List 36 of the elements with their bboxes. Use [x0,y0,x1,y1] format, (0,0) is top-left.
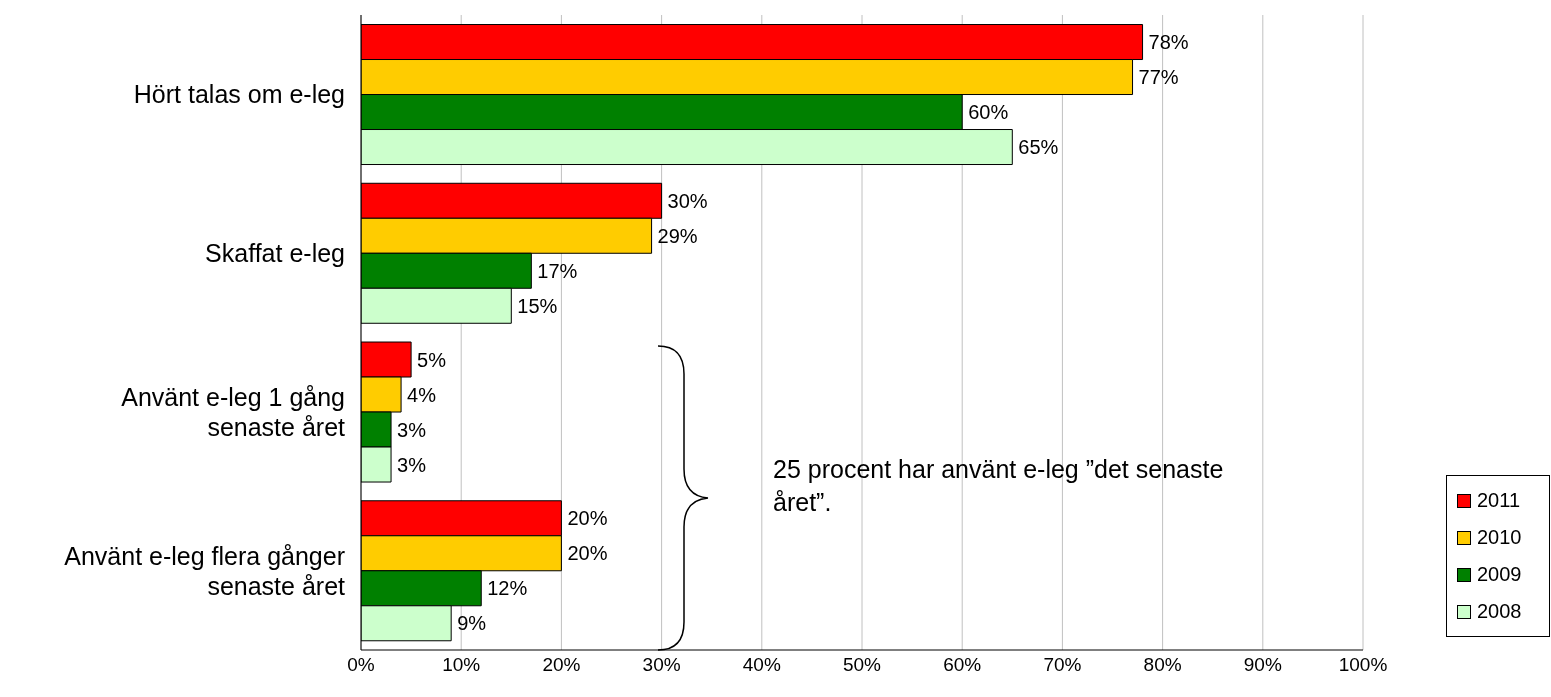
x-tick-label: 50% [842,654,882,676]
data-label: 78% [1148,31,1189,54]
legend-label: 2011 [1477,489,1521,512]
data-label: 65% [1018,136,1059,159]
x-tick-label: 60% [943,654,982,676]
data-label: 29% [657,224,698,247]
data-label: 3% [397,418,427,441]
x-tick-label: 10% [442,654,481,676]
x-tick-label: 70% [1043,654,1082,676]
data-label: 3% [397,453,427,476]
x-tick-label: 20% [542,654,581,676]
legend-label: 2008 [1477,600,1522,623]
data-label: 77% [1138,66,1179,89]
x-tick-label: 90% [1243,654,1282,676]
data-label: 15% [517,294,558,317]
legend-label: 2009 [1477,563,1522,586]
data-label: 9% [457,612,487,635]
x-tick-label: 100% [1338,654,1388,676]
data-label: 4% [407,383,437,406]
data-label: 60% [968,101,1009,124]
data-label: 30% [667,189,708,212]
data-label: 5% [417,348,447,371]
x-tick-label: 80% [1143,654,1182,676]
y-tick-label: Skaffat e-leg [205,239,345,268]
data-label: 17% [537,259,578,282]
y-tick-label: Använt e-leg 1 gång senaste året [121,382,346,441]
annotation: 25 procent har använt e-leg ”det senaste året”. [773,454,1225,518]
data-label: 12% [487,577,528,600]
legend-label: 2010 [1477,526,1522,549]
x-tick-label: 30% [642,654,681,676]
data-label: 20% [567,542,608,565]
x-tick-label: 0% [347,654,375,676]
data-label: 20% [567,507,608,530]
x-tick-label: 40% [742,654,781,676]
y-tick-label: Hört talas om e-leg [133,80,345,109]
y-tick-label: Använt e-leg flera gånger senaste året [64,541,346,600]
